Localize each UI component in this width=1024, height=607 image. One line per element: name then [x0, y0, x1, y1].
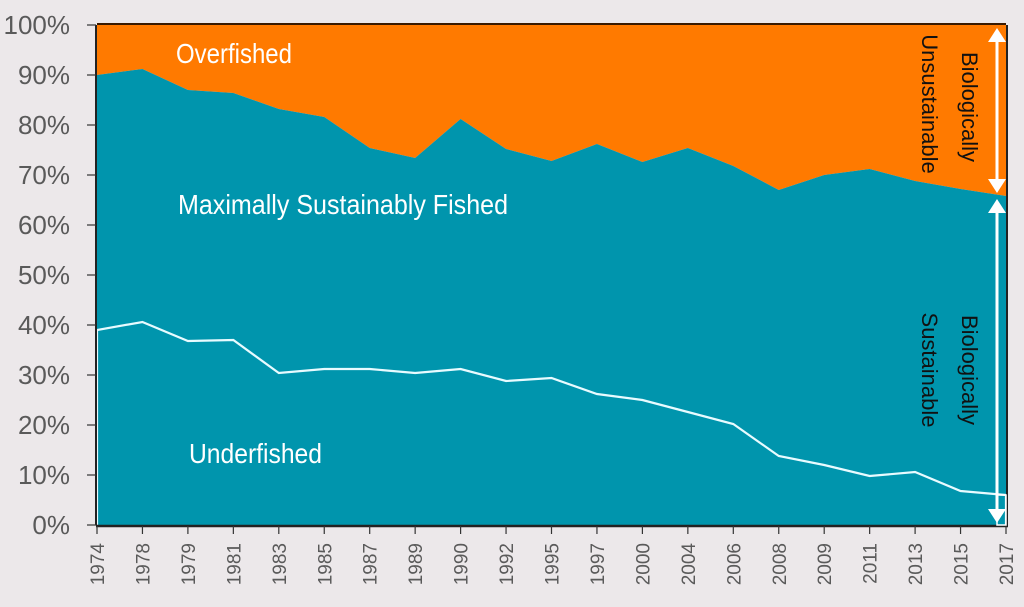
x-tick-label: 1974: [88, 543, 109, 586]
sustainable-label-line2: Sustainable: [917, 313, 942, 428]
x-tick-label: 1997: [588, 543, 609, 585]
unsustainable-label-line2: Unsustainable: [917, 34, 942, 173]
underfished-line: [95, 320, 1008, 525]
x-tick-label: 2009: [815, 543, 836, 585]
x-tick-label: 1987: [361, 543, 382, 585]
unsustainable-arrow: [988, 28, 1006, 193]
x-tick-label: 1992: [497, 543, 518, 585]
underfished-label: Underfished: [189, 438, 322, 469]
x-tick-label: 1995: [543, 543, 564, 585]
sustainable-area: [97, 69, 1006, 525]
x-tick-label: 1990: [452, 543, 473, 585]
x-tick-label: 1985: [315, 543, 336, 585]
x-tick-label: 1983: [270, 543, 291, 585]
y-tick-label: 0%: [32, 510, 70, 540]
x-tick-label: 2006: [724, 543, 745, 585]
overfished-area: [97, 25, 1006, 196]
x-tick-label: 2017: [997, 543, 1018, 585]
x-tick-label: 2000: [633, 543, 654, 585]
x-tick-label: 2008: [770, 543, 791, 585]
y-tick-label: 80%: [18, 110, 70, 140]
x-tick-label: 2004: [679, 543, 700, 586]
y-tick-label: 70%: [18, 160, 70, 190]
overfished-label: Overfished: [176, 38, 292, 69]
x-tick-label: 2011: [861, 543, 882, 584]
arrow-head-down-icon: [988, 179, 1006, 193]
y-tick-label: 20%: [18, 410, 70, 440]
x-tick-label: 2013: [906, 543, 927, 585]
underfished-end-marker: [996, 494, 1007, 526]
x-tick-label: 1989: [406, 543, 427, 585]
y-tick-label: 90%: [18, 60, 70, 90]
arrow-head-up-icon: [988, 28, 1006, 42]
x-tick-label: 2015: [952, 543, 973, 585]
x-tick-label: 1979: [179, 543, 200, 585]
y-tick-label: 60%: [18, 210, 70, 240]
y-tick-label: 40%: [18, 310, 70, 340]
y-tick-label: 10%: [18, 460, 70, 490]
y-tick-label: 30%: [18, 360, 70, 390]
y-tick-label: 50%: [18, 260, 70, 290]
max-sustainable-label: Maximally Sustainably Fished: [178, 189, 508, 220]
x-tick-label: 1978: [133, 543, 154, 585]
x-tick-label: 1981: [224, 543, 245, 585]
unsustainable-label-line1: Biologically: [957, 52, 982, 162]
y-tick-label: 100%: [4, 10, 71, 40]
sustainable-label-line1: Biologically: [957, 315, 982, 425]
arrow-head-up-icon: [988, 199, 1006, 213]
